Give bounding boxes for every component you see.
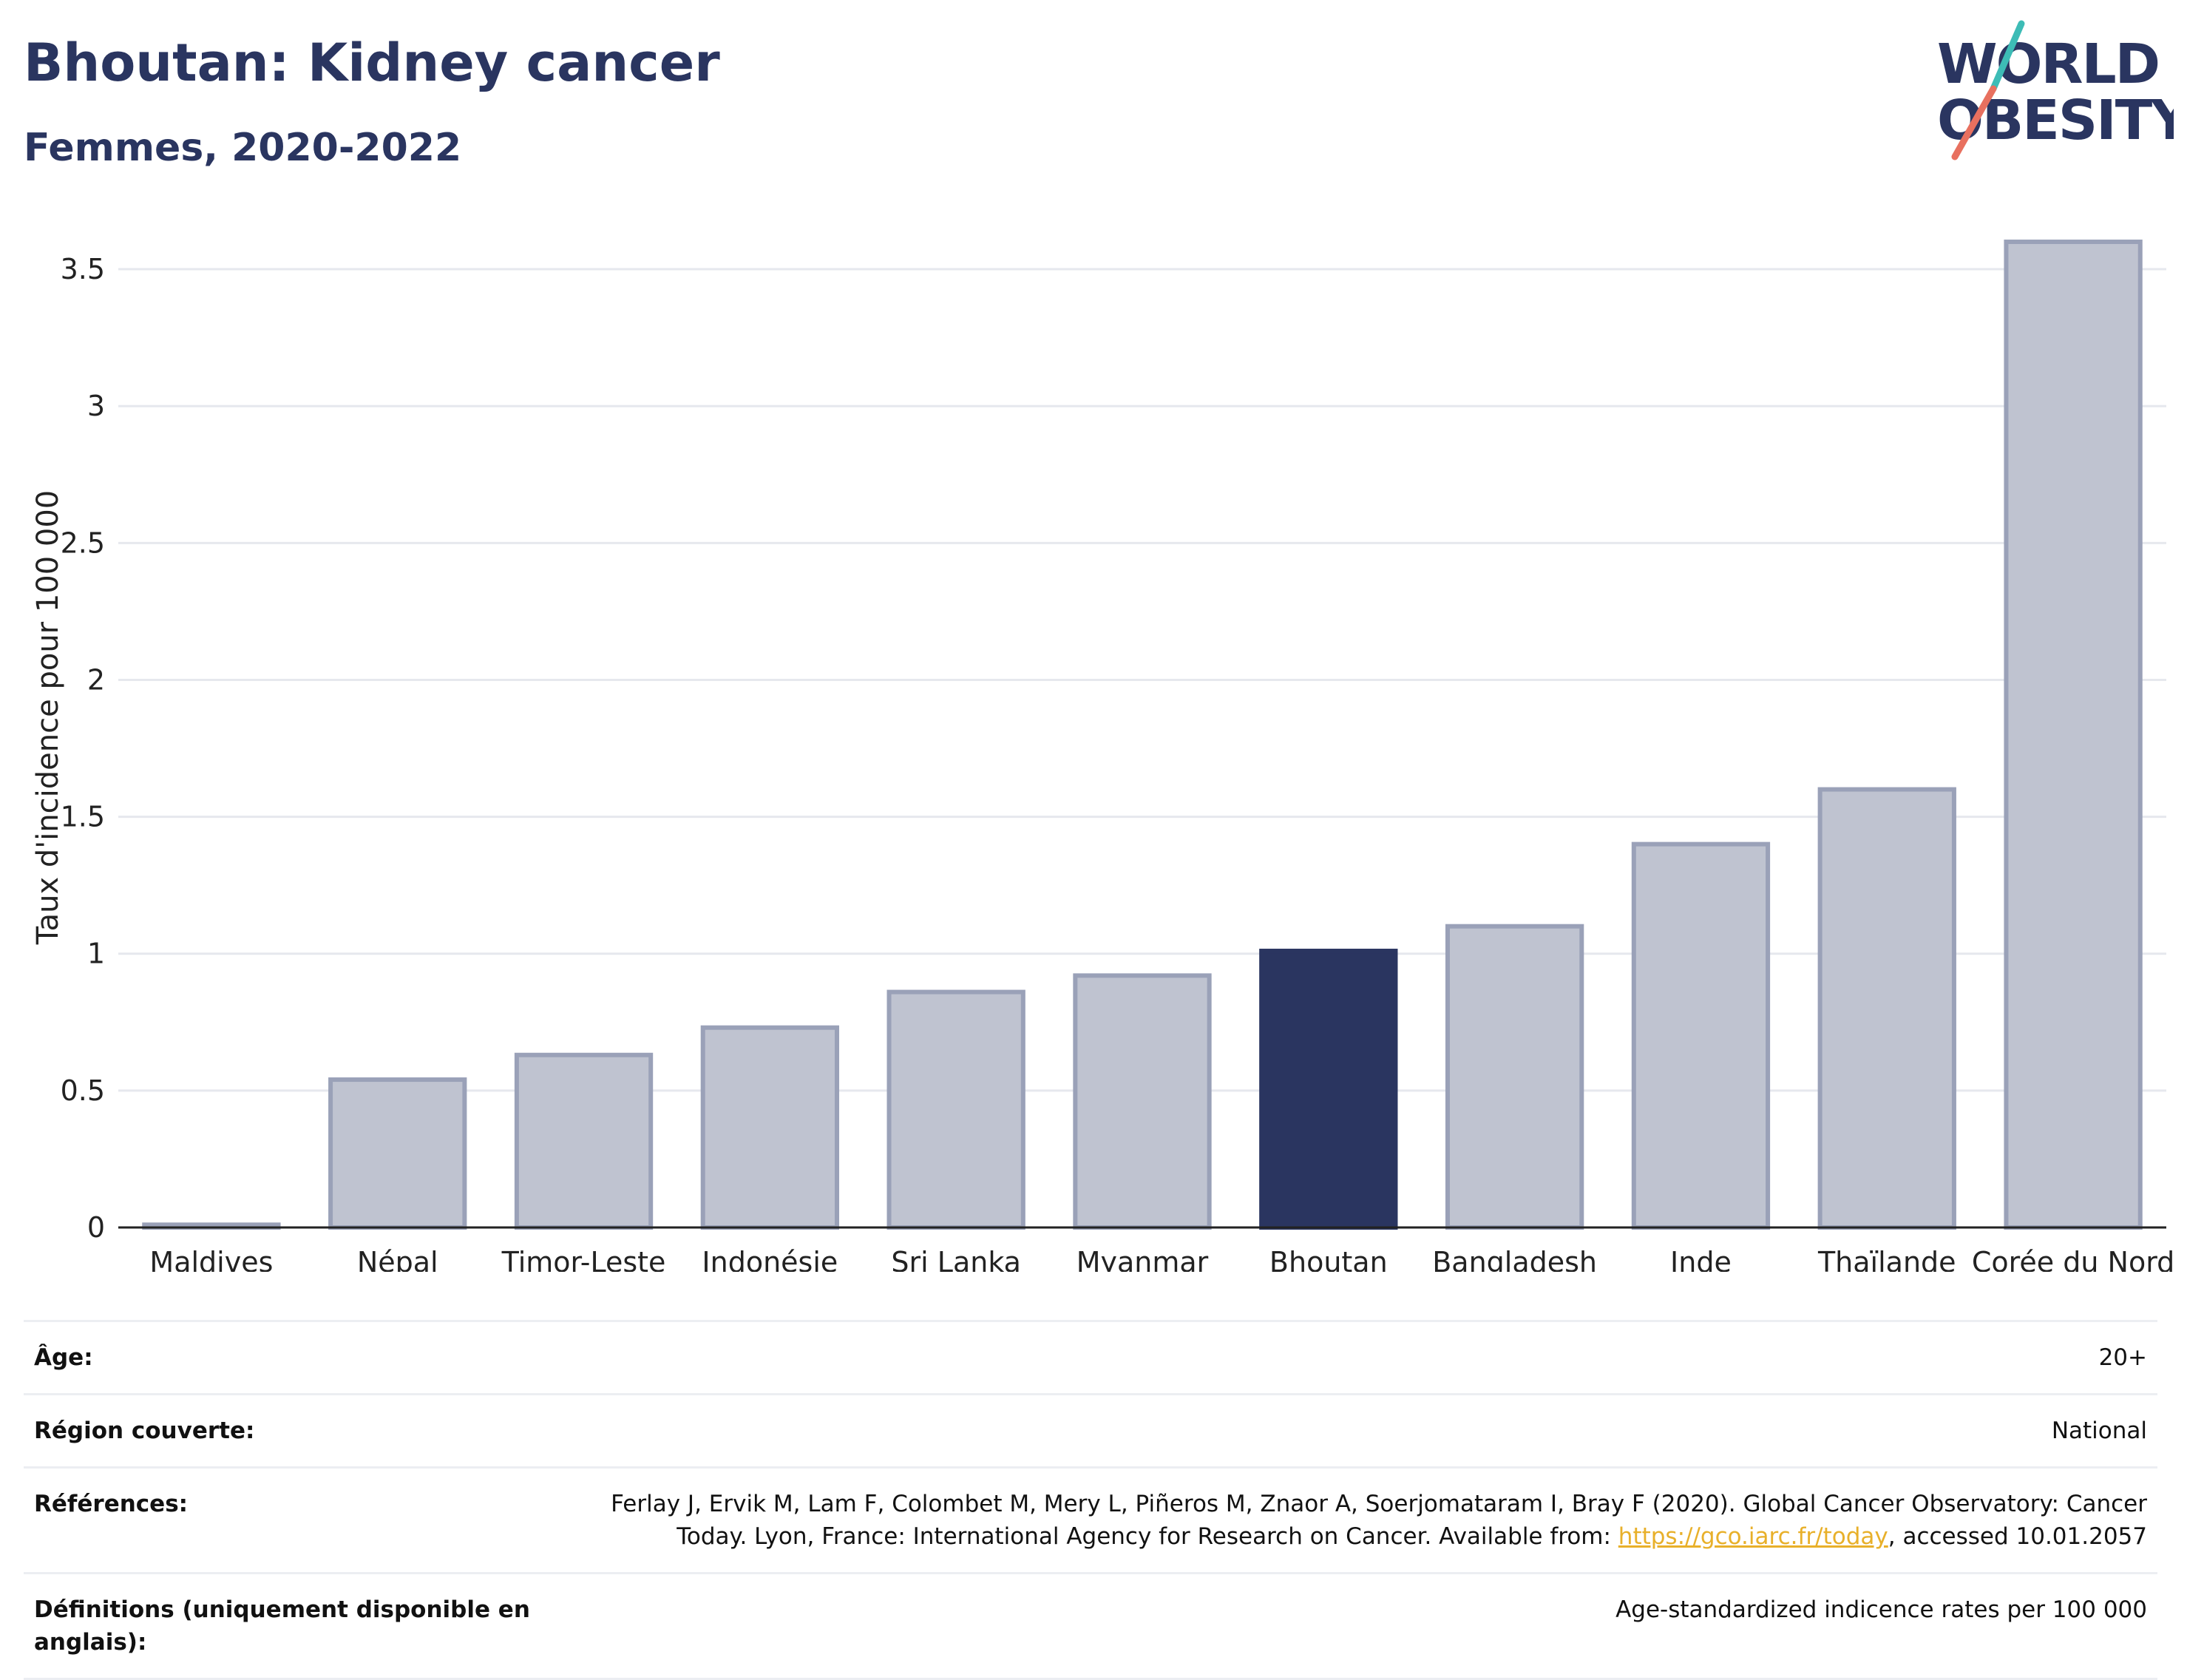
- y-axis-label: Taux d'incidence pour 100 000: [31, 490, 65, 945]
- x-tick-label: Thaïlande: [1817, 1246, 1956, 1272]
- age-value: 20+: [2098, 1344, 2147, 1371]
- logo-line1: WORLD: [1937, 33, 2159, 96]
- y-tick-label: 3.5: [61, 253, 105, 285]
- meta-row-age: Âge: 20+: [24, 1320, 2157, 1393]
- y-tick-label: 2.5: [61, 526, 105, 559]
- y-tick-label: 0.5: [61, 1074, 105, 1107]
- y-axis-ticks: 0 0.5 1 1.5 2 2.5 3 3.5: [61, 253, 105, 1244]
- bar-myanmar: [1073, 973, 1212, 1230]
- meta-row-references: Références: Ferlay J, Ervik M, Lam F, Co…: [24, 1466, 2157, 1572]
- meta-row-definitions: Définitions (uniquement disponible en an…: [24, 1572, 2157, 1680]
- logo-slash-teal: [1990, 20, 2025, 92]
- x-tick-label: Sri Lanka: [891, 1246, 1021, 1272]
- meta-row-region: Région couverte: National: [24, 1393, 2157, 1466]
- y-tick-label: 0: [87, 1211, 105, 1244]
- definitions-value: Age-standardized indicence rates per 100…: [1615, 1596, 2147, 1623]
- x-tick-label: Inde: [1670, 1246, 1732, 1272]
- y-tick-label: 2: [87, 663, 105, 696]
- bar-chart: 0 0.5 1 1.5 2 2.5 3 3.5 Maldives Népal Timor-Lest…: [31, 240, 2174, 1272]
- references-text: Ferlay J, Ervik M, Lam F, Colombet M, Me…: [611, 1491, 2147, 1550]
- y-tick-label: 1: [87, 938, 105, 970]
- age-label: Âge:: [34, 1344, 93, 1371]
- bars: [142, 240, 2143, 1230]
- references-value: Ferlay J, Ervik M, Lam F, Colombet M, Me…: [580, 1488, 2147, 1553]
- metadata-table: Âge: 20+ Région couverte: National Référ…: [24, 1320, 2157, 1680]
- bar-tha-lande: [1817, 787, 1956, 1230]
- region-value: National: [2051, 1418, 2147, 1444]
- bar-bhoutan: [1259, 949, 1398, 1230]
- x-tick-label: Indonésie: [702, 1246, 838, 1272]
- bar-indon-sie: [700, 1025, 840, 1230]
- chart-title: Bhoutan: Kidney cancer: [24, 33, 720, 93]
- x-tick-label: Myanmar: [1076, 1246, 1209, 1272]
- bar-cor-e-du-nord: [2004, 240, 2143, 1230]
- bar-sri-lanka: [886, 989, 1025, 1230]
- world-obesity-logo: WORLD OBESITY: [1937, 20, 2174, 160]
- bar-inde: [1631, 841, 1771, 1230]
- x-tick-label: Corée du Nord: [1972, 1246, 2174, 1272]
- references-label: Références:: [34, 1491, 189, 1517]
- logo-slash-red: [1951, 85, 1997, 160]
- x-tick-label: Bhoutan: [1269, 1246, 1388, 1272]
- references-accessed: , accessed 10.01.2057: [1888, 1523, 2147, 1550]
- x-tick-label: Népal: [357, 1246, 438, 1272]
- x-tick-label: Bangladesh: [1432, 1246, 1597, 1272]
- y-tick-label: 1.5: [61, 801, 105, 833]
- definitions-label: Définitions (uniquement disponible en an…: [34, 1596, 530, 1656]
- references-link[interactable]: https://gco.iarc.fr/today: [1618, 1523, 1888, 1550]
- chart-subtitle: Femmes, 2020-2022: [24, 126, 462, 170]
- x-axis-ticks: Maldives Népal Timor-Leste Indonésie Sri Lan…: [149, 1246, 2174, 1272]
- x-tick-label: Maldives: [149, 1246, 273, 1272]
- x-tick-label: Timor-Leste: [501, 1246, 666, 1272]
- bar-timor-leste: [514, 1052, 654, 1230]
- region-label: Région couverte:: [34, 1418, 255, 1444]
- y-tick-label: 3: [87, 390, 105, 422]
- bar-bangladesh: [1445, 924, 1584, 1230]
- bar-n-pal: [328, 1077, 467, 1230]
